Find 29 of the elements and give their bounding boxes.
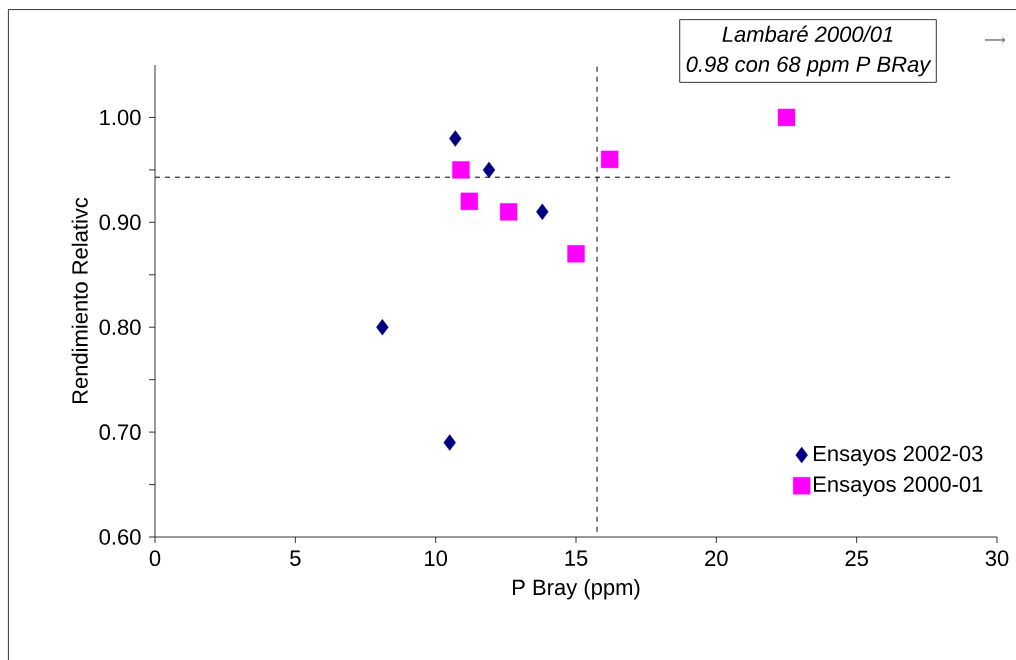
point xyxy=(376,319,389,336)
point xyxy=(536,203,549,221)
y-tick-label: 1.00 xyxy=(100,109,141,126)
point xyxy=(499,203,518,221)
legend-label: Ensayos 2000-01 xyxy=(813,476,983,497)
text: Lambaré 2000/01 xyxy=(722,25,893,43)
x-tick-label: 25 xyxy=(845,550,868,567)
point xyxy=(443,434,456,451)
annotation: 0.98 con 68 ppm P BRay xyxy=(686,56,932,77)
point xyxy=(482,161,496,179)
point xyxy=(567,245,585,263)
x-axis-title: P Bray (ppm) xyxy=(513,578,640,600)
point xyxy=(449,130,462,147)
x-tick-label: 20 xyxy=(705,550,728,567)
y-tick-label: 0.90 xyxy=(99,214,141,231)
x-tick-label: 5 xyxy=(290,550,301,566)
y-axis-title: Rendimiento Relativc xyxy=(71,197,88,404)
point xyxy=(452,161,470,179)
x-tick-label: 10 xyxy=(425,550,448,567)
point xyxy=(460,192,479,211)
x-tick-label: 0 xyxy=(149,550,161,567)
legend-label: Ensayos 2002-03 xyxy=(813,445,983,466)
y-tick-label: 0.70 xyxy=(99,424,141,440)
point xyxy=(600,150,619,169)
x-tick-label: 15 xyxy=(565,550,588,566)
point xyxy=(777,108,796,127)
y-tick-label: 0.80 xyxy=(99,319,141,336)
x-tick-label: 30 xyxy=(985,550,1009,567)
y-tick-label: 0.60 xyxy=(99,529,141,545)
